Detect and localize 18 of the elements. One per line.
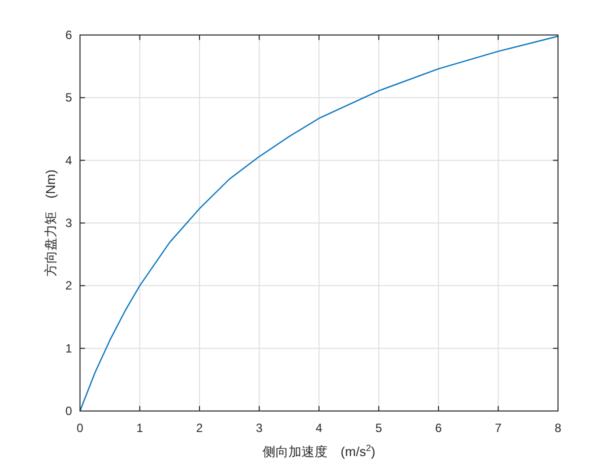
y-tick-label: 4 [65, 153, 72, 168]
y-axis-title: 方向盘力矩 (Nm) [43, 170, 58, 276]
y-tick-label: 0 [65, 404, 72, 418]
x-tick-label: 4 [316, 421, 323, 435]
x-tick-label: 8 [554, 421, 562, 435]
x-tick-label: 2 [196, 421, 204, 435]
x-tick-label: 3 [256, 421, 263, 435]
y-tick-label: 1 [65, 341, 72, 356]
y-tick-label: 6 [65, 28, 72, 42]
x-tick-label: 5 [375, 421, 382, 435]
x-axis-title: 侧向加速度 (m/s$^{2}$) [262, 443, 376, 459]
x-tick-label: 6 [435, 421, 442, 435]
x-tick-label: 0 [76, 421, 84, 435]
x-tick-label: 1 [136, 421, 144, 435]
y-tick-label: 5 [65, 90, 72, 105]
x-tick-label: 7 [494, 421, 502, 435]
y-tick-label: 3 [65, 216, 72, 230]
y-tick-label: 2 [65, 278, 72, 293]
